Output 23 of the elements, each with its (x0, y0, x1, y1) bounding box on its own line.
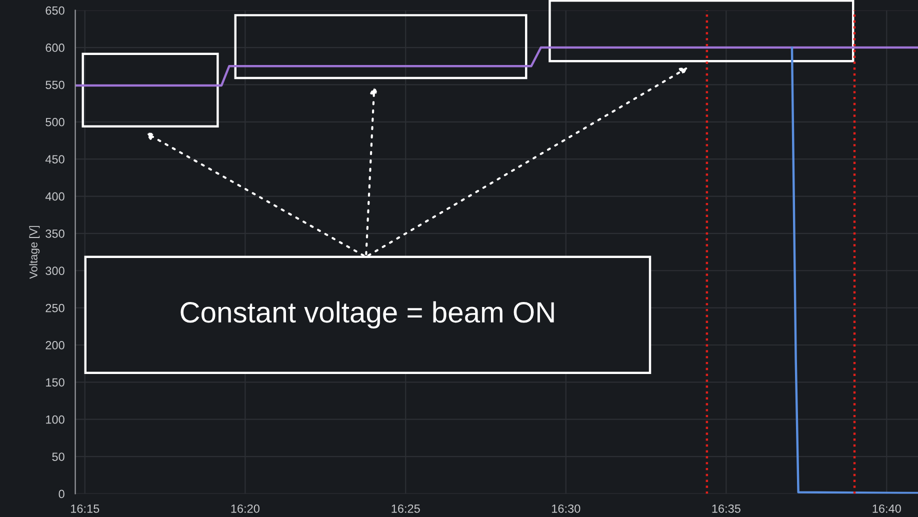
y-tick-label: 550 (46, 80, 64, 90)
y-tick-label: 300 (46, 266, 64, 276)
line-series (790, 46, 918, 494)
x-tick-label: 16:40 (872, 504, 901, 513)
x-tick-label: 16:15 (71, 504, 100, 513)
y-tick-label: 0 (58, 490, 64, 498)
y-tick-label: 350 (46, 229, 64, 238)
annotation: Constant voltage = beam ON (180, 301, 554, 328)
y-tick-label: 650 (46, 6, 64, 15)
y-tick-label: 100 (46, 415, 64, 424)
x-tick-label: 16:35 (712, 504, 740, 513)
x-tick-label: 16:30 (552, 504, 580, 513)
y-tick-label: 600 (46, 44, 64, 52)
y-tick-label: 150 (46, 378, 64, 387)
y-tick-label: 200 (46, 341, 64, 350)
x-tick-label: 16:20 (231, 504, 260, 513)
y-tick-label: 250 (46, 304, 64, 312)
y-axis-title: Voltage [V] (29, 226, 40, 279)
y-tick-label: 500 (46, 118, 64, 126)
y-tick-label: 450 (45, 155, 64, 164)
y-tick-label: 50 (52, 452, 64, 461)
y-tick-label: 400 (45, 192, 64, 201)
x-tick-label: 16:25 (392, 504, 420, 513)
